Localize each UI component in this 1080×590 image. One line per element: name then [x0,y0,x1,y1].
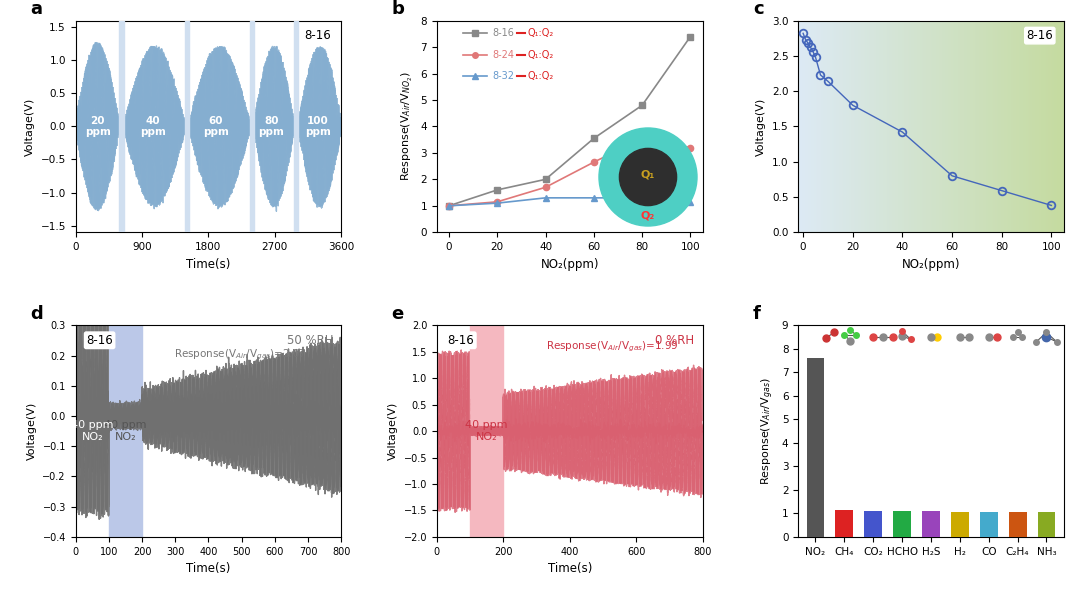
Bar [950,512,969,537]
Text: 50 %RH: 50 %RH [287,334,334,347]
Text: b: b [392,1,405,18]
Text: e: e [392,305,404,323]
Text: 40 ppm
NO₂: 40 ppm NO₂ [465,420,508,442]
Y-axis label: Voltage(V): Voltage(V) [388,402,399,460]
X-axis label: Time(s): Time(s) [548,562,592,575]
Text: a: a [30,1,42,18]
Text: 8-16: 8-16 [86,334,113,347]
Bar [980,512,998,537]
Bar [807,358,824,537]
Y-axis label: Response(V$_{Air}$/V$_{NO_2}$): Response(V$_{Air}$/V$_{NO_2}$) [400,71,415,181]
Text: d: d [30,305,43,323]
Bar [836,510,853,537]
X-axis label: NO₂(ppm): NO₂(ppm) [902,257,960,270]
Bar [1038,512,1055,537]
Bar [185,21,189,232]
Text: 80
ppm: 80 ppm [258,116,284,137]
Bar [864,510,882,537]
Bar [109,325,141,537]
Text: 8-24: 8-24 [492,50,515,60]
Text: 8-16: 8-16 [1026,29,1053,42]
Text: Q₁:Q₂: Q₁:Q₂ [527,50,553,60]
Y-axis label: Voltage(V): Voltage(V) [25,97,35,156]
Y-axis label: Voltage(V): Voltage(V) [756,97,766,156]
X-axis label: NO₂(ppm): NO₂(ppm) [540,257,599,270]
Text: 8-32: 8-32 [492,71,515,81]
Text: Response(V$_{Air}$/V$_{gas}$)=1.99: Response(V$_{Air}$/V$_{gas}$)=1.99 [546,339,679,354]
Text: Q₂: Q₂ [640,211,656,221]
Bar [470,325,503,537]
Text: 100
ppm: 100 ppm [305,116,330,137]
Text: Q₁:Q₂: Q₁:Q₂ [527,71,553,81]
X-axis label: Time(s): Time(s) [186,257,231,270]
Text: 0 %RH: 0 %RH [656,334,694,347]
Text: 60
ppm: 60 ppm [203,116,229,137]
Text: 20
ppm: 20 ppm [85,116,110,137]
Bar [1009,512,1027,537]
Bar [893,511,912,537]
Text: 40
ppm: 40 ppm [140,116,166,137]
Bar [922,511,940,537]
Circle shape [620,149,676,205]
Text: Q₁: Q₁ [640,170,656,180]
X-axis label: Time(s): Time(s) [186,562,231,575]
Bar [249,21,254,232]
Bar [294,21,298,232]
Text: 8-16: 8-16 [303,29,330,42]
Text: 8-16: 8-16 [447,334,474,347]
Text: Response(V$_{Air}$/V$_{gas}$)=2.07: Response(V$_{Air}$/V$_{gas}$)=2.07 [174,348,307,362]
Y-axis label: Response(V$_{Air}$/V$_{gas}$): Response(V$_{Air}$/V$_{gas}$) [760,377,777,485]
Text: c: c [753,1,764,18]
Text: 8-16: 8-16 [492,28,514,38]
Bar [119,21,124,232]
Text: 40 ppm
NO₂: 40 ppm NO₂ [104,420,147,442]
Circle shape [599,128,697,226]
Text: 40 ppm
NO₂: 40 ppm NO₂ [71,420,113,442]
Y-axis label: Voltage(V): Voltage(V) [27,402,37,460]
Text: f: f [753,305,761,323]
Text: Q₁:Q₂: Q₁:Q₂ [527,28,553,38]
